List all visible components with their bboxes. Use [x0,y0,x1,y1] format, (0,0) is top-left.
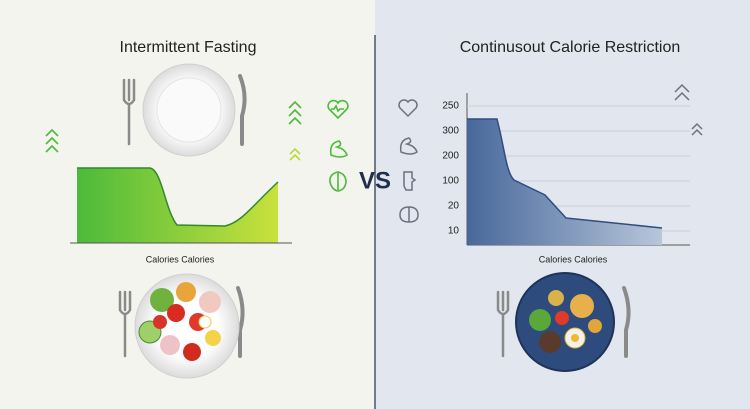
axis-label: 100 [442,176,459,187]
right-curve [467,118,663,229]
left-chart-label: Calories Calories [146,254,215,264]
axis-label: 10 [448,226,460,237]
green-icons [327,99,349,192]
vs-label: VS [359,167,391,194]
salad-plate [118,273,245,379]
right-area [467,119,662,245]
right-title: Continusout Calorie Restriction [460,39,681,56]
axis-label: 200 [442,151,459,162]
axis-label: 20 [448,201,460,212]
green-chevrons [45,100,302,161]
gray-icons [398,99,419,223]
axis-label: 300 [442,126,459,137]
gray-chevrons [674,83,703,136]
empty-plate [122,63,247,157]
left-area [77,168,278,243]
left-chart: Calories Calories [70,167,292,264]
meal-plate [496,272,631,372]
axis-label: 250 [442,101,459,112]
right-chart: Calories Calories 250 300 200 100 20 10 [442,93,690,264]
left-title: Intermittent Fasting [120,39,257,56]
left-curve [77,167,279,227]
right-chart-label: Calories Calories [539,254,608,264]
